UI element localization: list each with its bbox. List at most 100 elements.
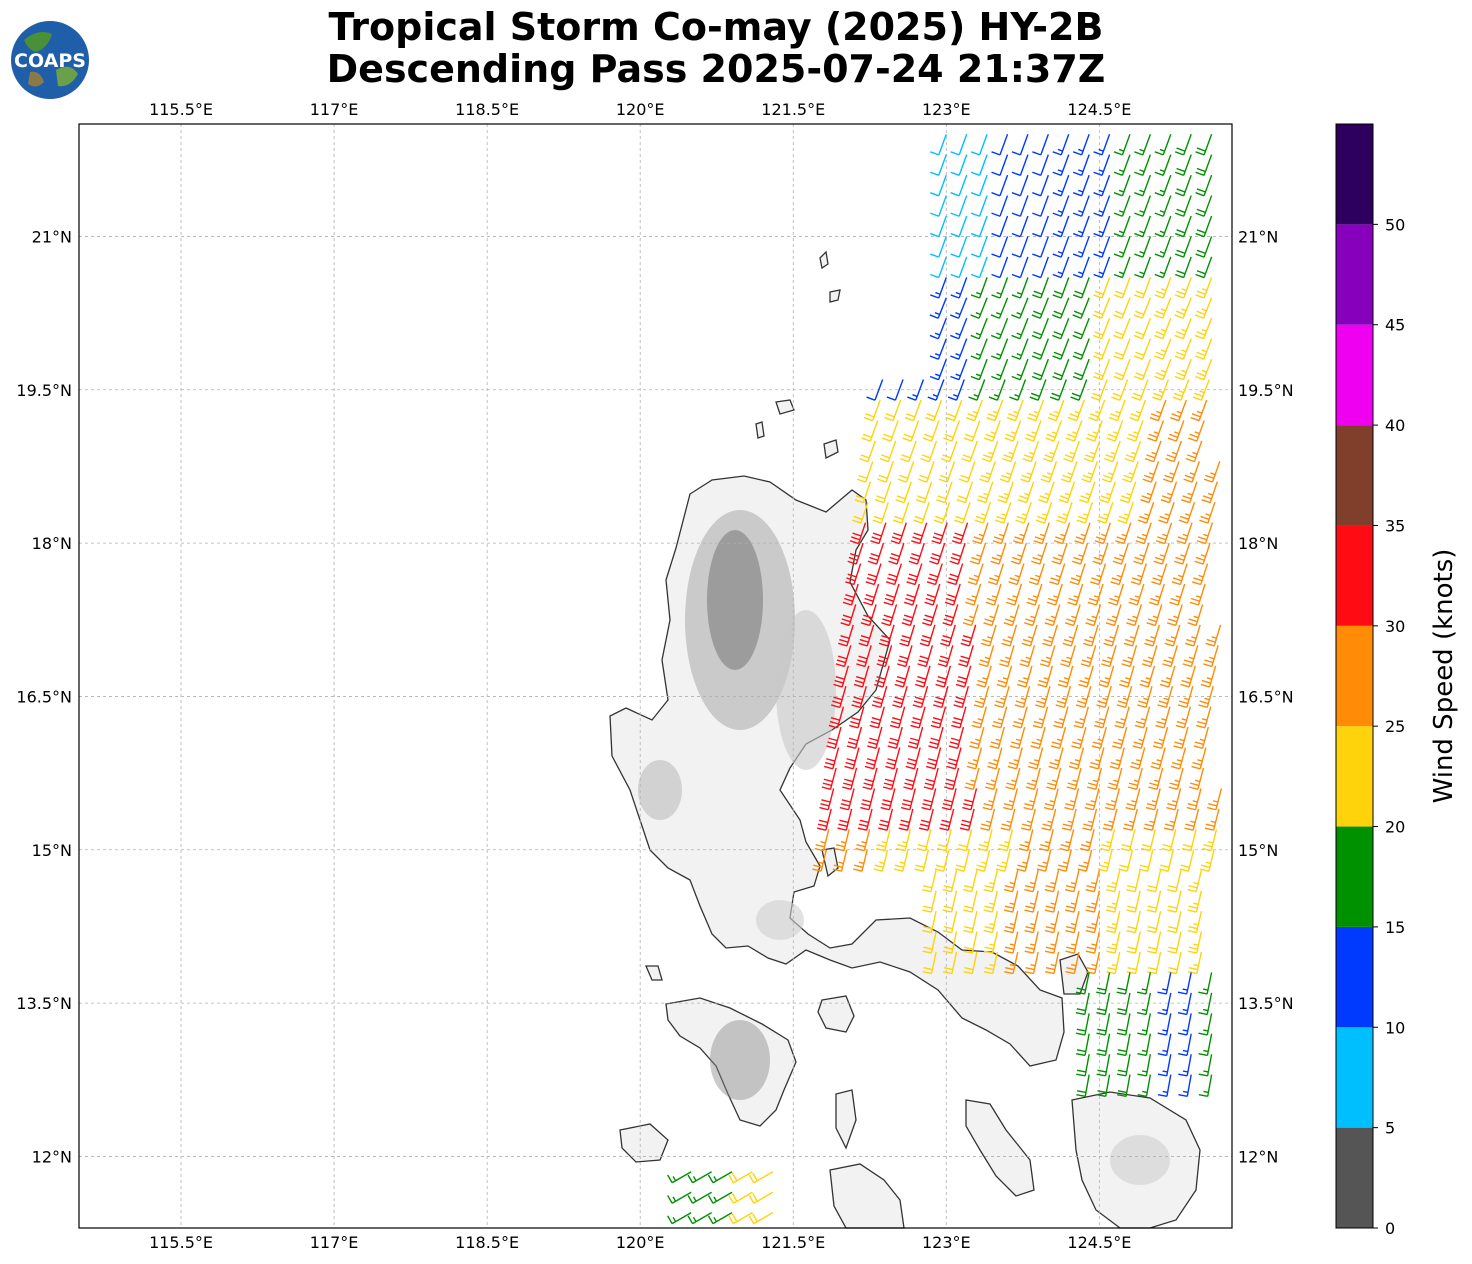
wind-barb bbox=[867, 726, 883, 750]
wind-barb bbox=[896, 645, 913, 668]
wind-barb bbox=[1069, 563, 1086, 586]
lon-tick-label-bottom: 121.5°E bbox=[761, 1233, 825, 1252]
wind-barb bbox=[1113, 297, 1131, 319]
wind-barb bbox=[1092, 317, 1111, 340]
wind-barb bbox=[1102, 808, 1118, 831]
wind-barb bbox=[901, 604, 918, 627]
wind-barb bbox=[1137, 501, 1155, 524]
wind-barb bbox=[871, 686, 888, 709]
wind-barb bbox=[1035, 501, 1053, 524]
wind-barb bbox=[991, 256, 1009, 279]
wind-barb bbox=[930, 133, 947, 156]
wind-barb bbox=[1157, 992, 1172, 1016]
wind-barb bbox=[991, 195, 1009, 217]
wind-barb bbox=[1023, 788, 1039, 811]
wind-barb bbox=[1116, 686, 1133, 709]
tablas-island bbox=[835, 1089, 857, 1150]
wind-barb bbox=[1112, 542, 1129, 565]
wind-barb bbox=[1113, 133, 1131, 156]
wind-barb bbox=[888, 542, 905, 565]
wind-barb bbox=[838, 624, 854, 647]
wind-barb bbox=[1140, 481, 1157, 504]
wind-barb bbox=[1178, 1033, 1192, 1057]
wind-barb bbox=[1161, 829, 1177, 852]
wind-barb bbox=[926, 747, 942, 770]
wind-barb bbox=[1134, 215, 1152, 238]
wind-barb bbox=[1024, 870, 1039, 893]
map-frame bbox=[78, 123, 1233, 1229]
wind-barb bbox=[1061, 808, 1077, 831]
wind-barb bbox=[895, 481, 912, 504]
wind-barb bbox=[1198, 972, 1213, 995]
wind-barb bbox=[1105, 870, 1121, 893]
wind-barb bbox=[1078, 481, 1096, 504]
wind-barb bbox=[958, 645, 974, 668]
wind-barb bbox=[1147, 951, 1162, 975]
wind-barb bbox=[1003, 604, 1020, 627]
lat-tick-label-left: 12°N bbox=[32, 1147, 72, 1166]
wind-barb bbox=[853, 849, 868, 872]
wind-barb bbox=[1045, 420, 1063, 442]
wind-barb bbox=[1082, 624, 1099, 647]
wind-barb bbox=[1137, 686, 1153, 709]
wind-barb bbox=[1016, 849, 1032, 872]
wind-barb bbox=[1179, 849, 1195, 872]
wind-barb bbox=[996, 665, 1013, 688]
lon-tick-label-bottom: 115.5°E bbox=[149, 1233, 213, 1252]
wind-barb bbox=[1173, 542, 1191, 565]
wind-barb bbox=[942, 870, 958, 893]
wind-barb bbox=[1106, 420, 1124, 442]
wind-barb bbox=[941, 788, 957, 811]
wind-barb bbox=[1133, 297, 1152, 319]
wind-barb bbox=[1195, 215, 1213, 238]
wind-barb bbox=[728, 1212, 753, 1225]
wind-barb bbox=[1009, 726, 1026, 750]
wind-barb bbox=[874, 665, 890, 688]
wind-barb bbox=[998, 645, 1015, 668]
wind-barb bbox=[1195, 174, 1213, 197]
wind-barb bbox=[1195, 277, 1213, 299]
wind-barb bbox=[1111, 379, 1129, 401]
wind-barb bbox=[1155, 522, 1173, 545]
wind-barb bbox=[1143, 808, 1159, 831]
wind-barb bbox=[1126, 870, 1141, 893]
wind-barb bbox=[1072, 317, 1090, 340]
wind-barb bbox=[1062, 624, 1079, 647]
wind-barb bbox=[859, 440, 876, 463]
wind-barb bbox=[1096, 1033, 1111, 1057]
wind-barb bbox=[1159, 665, 1176, 688]
wind-barb bbox=[1196, 522, 1214, 545]
wind-barb bbox=[1032, 256, 1049, 279]
wind-barb bbox=[814, 829, 830, 852]
wind-barb bbox=[1072, 358, 1090, 381]
wind-barb bbox=[939, 808, 955, 831]
wind-barb bbox=[1175, 706, 1192, 729]
wind-barb bbox=[983, 870, 999, 893]
wind-barb bbox=[1157, 1013, 1172, 1036]
wind-barb bbox=[900, 788, 916, 811]
wind-barb bbox=[950, 256, 968, 279]
wind-barb bbox=[884, 399, 902, 422]
wind-barb bbox=[1113, 236, 1131, 258]
wind-barb bbox=[1011, 297, 1029, 319]
lon-tick-label-bottom: 123°E bbox=[922, 1233, 971, 1252]
wind-barb bbox=[1084, 788, 1100, 811]
wind-barb bbox=[920, 440, 938, 463]
wind-barb bbox=[955, 849, 970, 872]
wind-barb bbox=[948, 726, 965, 750]
wind-barb bbox=[1065, 910, 1080, 934]
wind-barb bbox=[981, 440, 999, 463]
wind-barb bbox=[1126, 890, 1141, 913]
wind-barb bbox=[970, 174, 988, 197]
wind-barb bbox=[1067, 399, 1085, 422]
wind-barb bbox=[1154, 195, 1172, 217]
wind-barb bbox=[1178, 1054, 1192, 1077]
lat-tick-label-right: 12°N bbox=[1238, 1147, 1278, 1166]
wind-barb bbox=[929, 542, 946, 565]
wind-barb bbox=[1096, 686, 1112, 709]
wind-barb bbox=[892, 501, 910, 524]
wind-barb bbox=[1005, 767, 1021, 790]
wind-barb bbox=[1195, 195, 1213, 217]
wind-barb bbox=[1207, 788, 1223, 811]
wind-barb bbox=[1031, 358, 1049, 381]
